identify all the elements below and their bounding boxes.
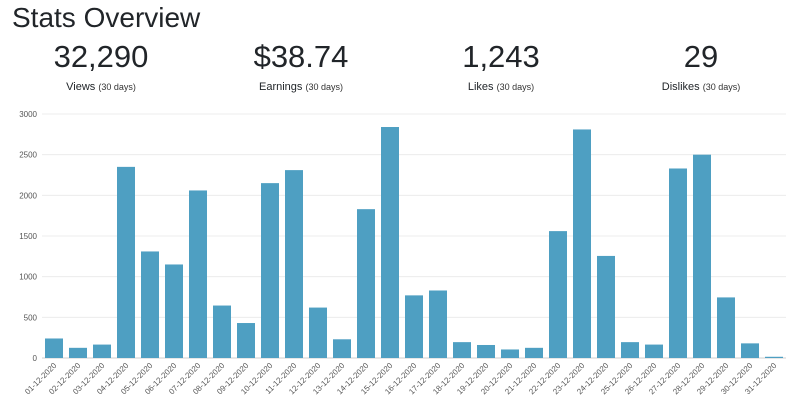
- bar[interactable]: [285, 170, 303, 358]
- stat-card-earnings: $38.74 Earnings (30 days): [202, 38, 400, 96]
- stat-period: (30 days): [702, 82, 741, 92]
- bar[interactable]: [381, 127, 399, 358]
- bar[interactable]: [501, 349, 519, 358]
- stat-period: (30 days): [496, 82, 535, 92]
- bar[interactable]: [165, 264, 183, 358]
- stat-label-text: Likes: [467, 81, 494, 93]
- chart-x-axis: 01-12-202002-12-202003-12-202004-12-2020…: [23, 361, 779, 397]
- daily-views-bar-chart: 0 500 1000 1500 2000 2500 3000 01-12-202002-12…: [19, 110, 786, 397]
- bar[interactable]: [93, 344, 111, 358]
- bar[interactable]: [645, 344, 663, 358]
- bar[interactable]: [525, 347, 543, 358]
- y-tick-label: 0: [33, 354, 38, 363]
- stat-label-text: Views: [66, 81, 96, 93]
- stat-card-dislikes: 29 Dislikes (30 days): [602, 38, 794, 96]
- bar[interactable]: [141, 251, 159, 358]
- bar[interactable]: [237, 323, 255, 358]
- bar[interactable]: [765, 356, 783, 358]
- bar[interactable]: [573, 129, 591, 358]
- y-tick-label: 2500: [19, 151, 37, 160]
- bar[interactable]: [741, 343, 759, 358]
- stat-label-views: Views (30 days): [2, 78, 200, 96]
- y-tick-label: 1000: [19, 273, 37, 282]
- stat-label-text: Earnings: [258, 81, 303, 93]
- stat-card-likes: 1,243 Likes (30 days): [402, 38, 600, 96]
- bar[interactable]: [669, 168, 687, 358]
- bar[interactable]: [429, 290, 447, 358]
- bar[interactable]: [309, 307, 327, 358]
- stat-label-likes: Likes (30 days): [402, 78, 600, 96]
- page-title: Stats Overview: [12, 2, 201, 33]
- bar[interactable]: [621, 342, 639, 358]
- bar[interactable]: [213, 305, 231, 358]
- y-tick-label: 3000: [19, 110, 37, 119]
- y-tick-label: 1500: [19, 232, 37, 241]
- bar[interactable]: [117, 166, 135, 358]
- bar[interactable]: [453, 342, 471, 358]
- stat-value-likes: 1,243: [462, 39, 540, 74]
- bar[interactable]: [261, 183, 279, 358]
- bar[interactable]: [69, 347, 87, 358]
- bar[interactable]: [357, 209, 375, 358]
- chart-bars: [45, 127, 783, 358]
- stat-label-text: Dislikes: [661, 81, 700, 93]
- chart-y-axis: 0 500 1000 1500 2000 2500 3000: [19, 110, 37, 363]
- stats-row: 32,290 Views (30 days) $38.74 Earnings (…: [0, 38, 794, 100]
- stat-card-views: 32,290 Views (30 days): [2, 38, 200, 96]
- bar[interactable]: [549, 231, 567, 358]
- stat-label-earnings: Earnings (30 days): [202, 78, 400, 96]
- bar[interactable]: [717, 297, 735, 358]
- bar[interactable]: [45, 338, 63, 358]
- bar[interactable]: [333, 339, 351, 358]
- bar[interactable]: [189, 190, 207, 358]
- bar[interactable]: [405, 295, 423, 358]
- stat-label-dislikes: Dislikes (30 days): [602, 78, 794, 96]
- stat-value-earnings: $38.74: [253, 39, 349, 74]
- stat-value-views: 32,290: [53, 39, 149, 74]
- stat-period: (30 days): [305, 82, 343, 92]
- stat-period: (30 days): [98, 82, 136, 92]
- y-tick-label: 500: [24, 313, 38, 322]
- bar[interactable]: [597, 255, 615, 358]
- bar[interactable]: [477, 344, 495, 358]
- bar[interactable]: [693, 154, 711, 358]
- stat-value-dislikes: 29: [683, 39, 719, 74]
- y-tick-label: 2000: [19, 191, 37, 200]
